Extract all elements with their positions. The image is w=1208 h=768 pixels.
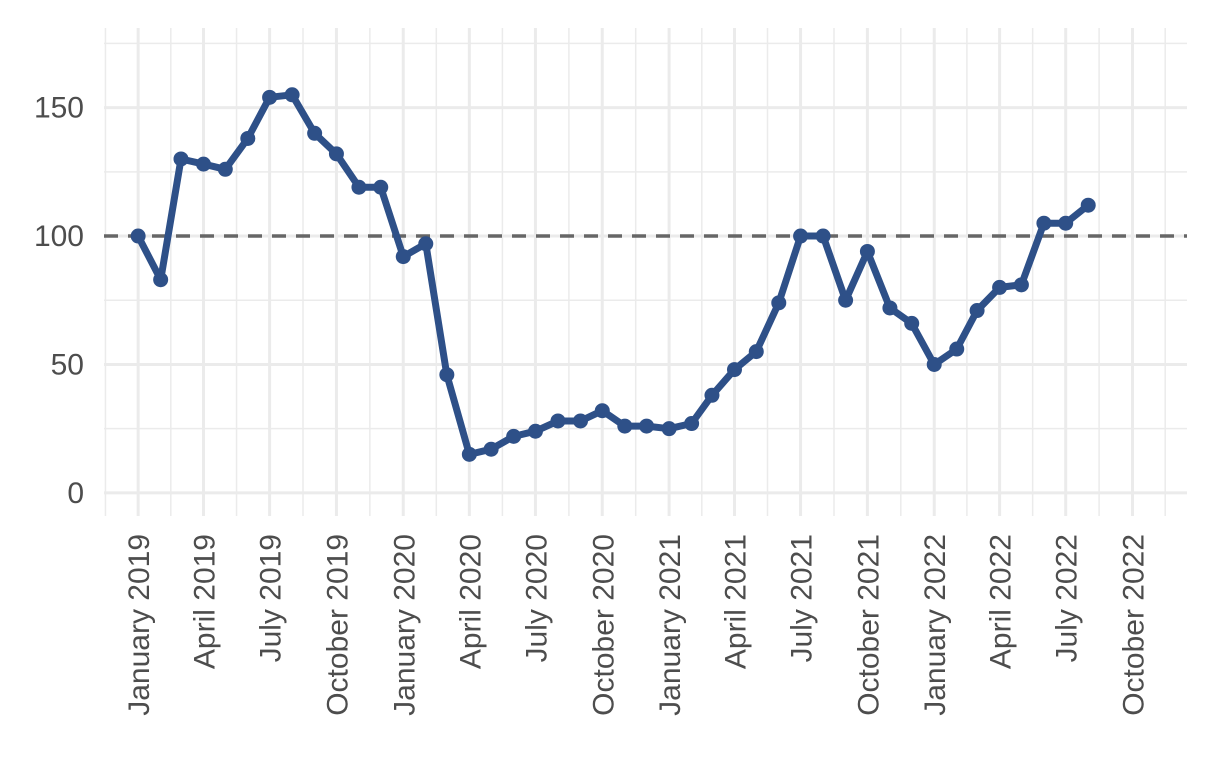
x-tick-label: April 2019 xyxy=(189,534,222,669)
x-tick-label: July 2021 xyxy=(786,534,819,662)
data-point xyxy=(527,423,543,439)
y-tick-label: 150 xyxy=(34,92,84,125)
data-point xyxy=(284,87,300,103)
x-tick-label: January 2022 xyxy=(919,534,952,716)
data-point xyxy=(771,295,787,311)
y-tick-label: 0 xyxy=(67,477,84,510)
x-tick-label: January 2021 xyxy=(654,534,687,716)
data-point xyxy=(904,315,920,331)
x-tick-label: January 2020 xyxy=(388,534,421,716)
x-tick-label: April 2020 xyxy=(454,534,487,669)
data-point xyxy=(373,179,389,195)
y-tick-label: 50 xyxy=(51,348,84,381)
x-tick-label: January 2019 xyxy=(123,534,156,716)
points-layer xyxy=(130,87,1096,462)
data-point xyxy=(815,228,831,244)
data-point xyxy=(838,292,854,308)
data-point xyxy=(992,279,1008,295)
data-point xyxy=(969,303,985,319)
x-tick-label: October 2021 xyxy=(852,534,885,716)
x-tick-label: October 2022 xyxy=(1118,534,1151,716)
x-axis-tick-labels: January 2019 April 2019 July 2019 October 2… xyxy=(123,534,1150,716)
x-tick-label: October 2020 xyxy=(587,534,620,716)
data-point xyxy=(1080,197,1096,213)
x-tick-label: April 2021 xyxy=(720,534,753,669)
data-point xyxy=(351,179,367,195)
data-point xyxy=(859,243,875,259)
x-tick-label: July 2022 xyxy=(1051,534,1084,662)
data-point xyxy=(1013,277,1029,293)
y-axis-tick-labels: 0 50 100 150 xyxy=(34,92,84,510)
x-tick-label: October 2019 xyxy=(321,534,354,716)
x-tick-label: April 2022 xyxy=(985,534,1018,669)
data-point xyxy=(726,362,742,378)
data-point xyxy=(617,418,633,434)
series-line xyxy=(134,91,1092,458)
y-tick-label: 100 xyxy=(34,220,84,253)
data-point xyxy=(793,228,809,244)
data-point xyxy=(572,413,588,429)
data-point xyxy=(684,416,700,432)
data-point xyxy=(594,403,610,419)
data-point xyxy=(1036,215,1052,231)
data-point xyxy=(1058,215,1074,231)
data-point xyxy=(661,421,677,437)
data-point xyxy=(196,156,212,172)
data-point xyxy=(240,130,256,146)
data-point xyxy=(153,272,169,288)
data-point xyxy=(130,228,146,244)
data-point xyxy=(926,356,942,372)
data-point xyxy=(328,146,344,162)
major-gridlines xyxy=(104,28,1187,516)
data-point xyxy=(217,161,233,177)
data-point xyxy=(882,300,898,316)
x-tick-label: July 2019 xyxy=(255,534,288,662)
data-point xyxy=(173,151,189,167)
data-point xyxy=(550,413,566,429)
series-layer xyxy=(134,91,1092,458)
data-point xyxy=(949,341,965,357)
data-point xyxy=(483,441,499,457)
data-point xyxy=(704,387,720,403)
data-point xyxy=(418,236,434,252)
data-point xyxy=(439,367,455,383)
data-point xyxy=(506,428,522,444)
data-point xyxy=(748,344,764,360)
data-point xyxy=(461,446,477,462)
data-point xyxy=(639,418,655,434)
data-point xyxy=(395,249,411,265)
x-tick-label: July 2020 xyxy=(521,534,554,662)
data-point xyxy=(307,125,323,141)
data-point xyxy=(262,89,278,105)
